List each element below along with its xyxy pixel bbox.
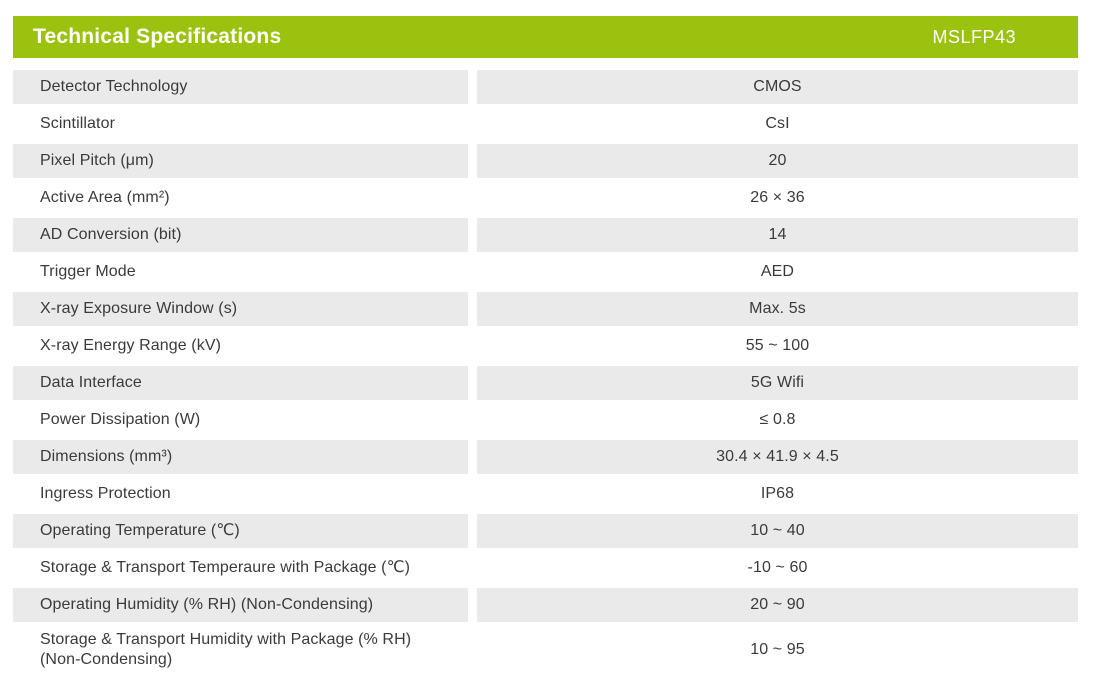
spec-label: Pixel Pitch (μm)	[13, 144, 468, 178]
spec-value: AED	[760, 263, 795, 280]
column-gutter	[468, 548, 477, 588]
table-row: Data Interface 5G Wifi	[13, 366, 1078, 400]
table-row: Power Dissipation (W) ≤ 0.8	[13, 400, 1078, 440]
spec-value: 55 ~ 100	[745, 337, 810, 354]
spec-label: Scintillator	[40, 115, 116, 132]
header-bar: Technical Specifications MSLFP43	[13, 16, 1078, 58]
table-row: Scintillator CsI	[13, 104, 1078, 144]
table-row: Storage & Transport Humidity with Packag…	[13, 622, 1078, 677]
column-gutter	[468, 474, 477, 514]
spec-value: CMOS	[477, 70, 1078, 104]
column-gutter	[468, 70, 477, 104]
spec-label: X-ray Exposure Window (s)	[13, 292, 468, 326]
table-row: Ingress Protection IP68	[13, 474, 1078, 514]
table-row: Storage & Transport Temperaure with Pack…	[13, 548, 1078, 588]
spec-value: Max. 5s	[477, 292, 1078, 326]
table-row: Pixel Pitch (μm) 20	[13, 144, 1078, 178]
spec-label: Dimensions (mm³)	[13, 440, 468, 474]
spec-value: IP68	[760, 485, 795, 502]
table-row: Operating Humidity (% RH) (Non-Condensin…	[13, 588, 1078, 622]
column-gutter	[468, 588, 477, 622]
table-row: Detector Technology CMOS	[13, 70, 1078, 104]
column-gutter	[468, 440, 477, 474]
spec-value: -10 ~ 60	[747, 559, 808, 576]
column-gutter	[468, 514, 477, 548]
spec-label: Detector Technology	[13, 70, 468, 104]
spec-value: 14	[477, 218, 1078, 252]
table-row: Trigger Mode AED	[13, 252, 1078, 292]
column-gutter	[468, 178, 477, 218]
spec-label: Active Area (mm²)	[40, 189, 170, 206]
spec-value: 5G Wifi	[477, 366, 1078, 400]
table-row: X-ray Energy Range (kV) 55 ~ 100	[13, 326, 1078, 366]
spec-label: AD Conversion (bit)	[13, 218, 468, 252]
spec-label: Storage & Transport Temperaure with Pack…	[40, 559, 411, 576]
table-row: X-ray Exposure Window (s) Max. 5s	[13, 292, 1078, 326]
spec-value: 10 ~ 40	[477, 514, 1078, 548]
table-row: Dimensions (mm³) 30.4 × 41.9 × 4.5	[13, 440, 1078, 474]
column-gutter	[468, 326, 477, 366]
table-row: AD Conversion (bit) 14	[13, 218, 1078, 252]
spec-value: 30.4 × 41.9 × 4.5	[477, 440, 1078, 474]
spec-table: Detector Technology CMOS Scintillator Cs…	[13, 70, 1078, 677]
column-gutter	[468, 400, 477, 440]
spec-value: 10 ~ 95	[750, 640, 805, 658]
table-row: Operating Temperature (℃) 10 ~ 40	[13, 514, 1078, 548]
column-gutter	[468, 622, 477, 677]
spec-label: Ingress Protection	[40, 485, 171, 502]
spec-value: ≤ 0.8	[759, 411, 796, 428]
column-gutter	[468, 292, 477, 326]
column-gutter	[468, 104, 477, 144]
column-gutter	[468, 252, 477, 292]
spec-label: Operating Temperature (℃)	[13, 514, 468, 548]
spec-label: Data Interface	[13, 366, 468, 400]
column-gutter	[468, 218, 477, 252]
spec-value: 20	[477, 144, 1078, 178]
spec-label: Power Dissipation (W)	[40, 411, 201, 428]
column-gutter	[468, 144, 477, 178]
table-row: Active Area (mm²) 26 × 36	[13, 178, 1078, 218]
page-title: Technical Specifications	[33, 25, 282, 48]
spec-label: X-ray Energy Range (kV)	[40, 337, 222, 354]
spec-label: Operating Humidity (% RH) (Non-Condensin…	[13, 588, 468, 622]
spec-value: CsI	[765, 115, 790, 132]
column-gutter	[468, 366, 477, 400]
spec-sheet: Technical Specifications MSLFP43 Detecto…	[13, 16, 1078, 677]
spec-value: 26 × 36	[750, 189, 805, 206]
spec-label: Trigger Mode	[40, 263, 136, 280]
spec-label: Storage & Transport Humidity with Packag…	[40, 630, 412, 668]
model-number: MSLFP43	[932, 26, 1016, 47]
spec-value: 20 ~ 90	[477, 588, 1078, 622]
